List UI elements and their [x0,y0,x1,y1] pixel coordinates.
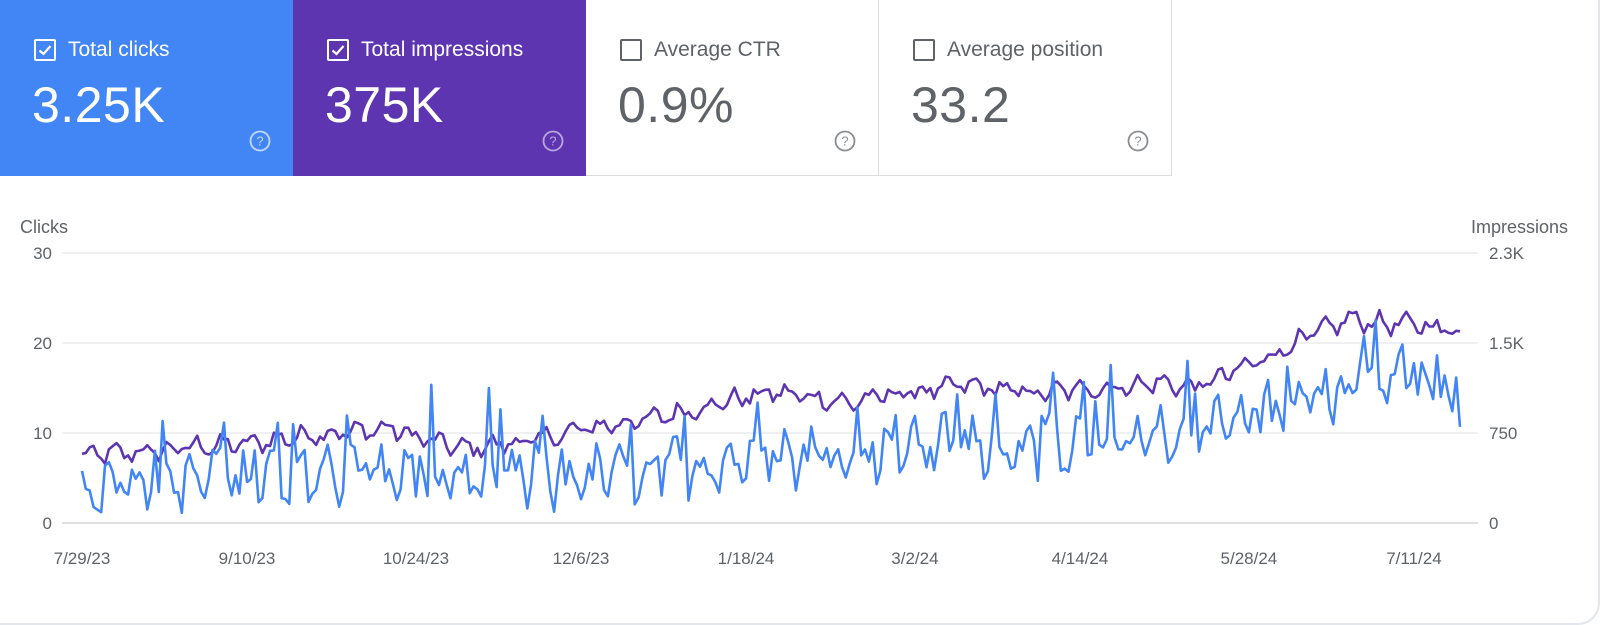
checkbox-checked-icon[interactable] [34,39,56,61]
svg-text:?: ? [1134,134,1141,149]
x-tick-label: 5/28/24 [1221,549,1278,568]
left-tick-label: 10 [33,424,52,443]
help-icon[interactable]: ? [249,130,271,152]
help-icon[interactable]: ? [1127,130,1149,152]
card-label: Total impressions [361,38,524,61]
card-label: Average CTR [654,38,781,61]
x-tick-label: 10/24/23 [383,549,449,568]
svg-text:?: ? [256,134,263,149]
performance-chart: Clicks Impressions 0 0 10 750 20 1.5K 30 2.3K 7… [0,176,1600,606]
left-axis-title: Clicks [20,217,68,237]
right-axis-title: Impressions [1471,217,1568,237]
help-icon[interactable]: ? [542,130,564,152]
line-chart: Clicks Impressions 0 0 10 750 20 1.5K 30 2.3K 7… [20,217,1568,568]
x-tick-label: 7/11/24 [1386,549,1441,568]
card-label: Total clicks [68,38,170,61]
average-ctr-card[interactable]: Average CTR 0.9% ? [586,0,879,176]
total-impressions-card[interactable]: Total impressions 375K ? [293,0,586,176]
checkbox-unchecked-icon[interactable] [913,39,935,61]
clicks-series-line [80,318,1462,515]
card-value: 3.25K [32,77,166,133]
svg-text:?: ? [549,134,556,149]
y-tick-labels: 0 0 10 750 20 1.5K 30 2.3K [33,244,1525,533]
checkbox-checked-icon[interactable] [327,39,349,61]
series-lines [80,308,1462,515]
card-value: 33.2 [911,77,1011,133]
left-tick-label: 20 [33,334,52,353]
right-tick-label: 1.5K [1489,334,1525,353]
card-label: Average position [947,38,1104,61]
help-icon[interactable]: ? [834,130,856,152]
svg-text:?: ? [841,134,848,149]
card-value: 375K [325,77,444,133]
left-tick-label: 30 [33,244,52,263]
x-tick-label: 7/29/23 [54,549,111,568]
x-tick-label: 3/2/24 [891,549,938,568]
metric-cards: Total clicks 3.25K ? Total impressions 3… [0,0,1172,176]
checkbox-unchecked-icon[interactable] [620,39,642,61]
left-tick-label: 0 [43,514,52,533]
x-tick-label: 1/18/24 [718,549,775,568]
total-clicks-card[interactable]: Total clicks 3.25K ? [0,0,293,176]
x-tick-labels: 7/29/23 9/10/23 10/24/23 12/6/23 1/18/24 3/2/… [54,549,1442,568]
x-tick-label: 4/14/24 [1052,549,1109,568]
x-tick-label: 9/10/23 [219,549,276,568]
impressions-series-line [81,308,1461,466]
average-position-card[interactable]: Average position 33.2 ? [879,0,1172,176]
right-tick-label: 2.3K [1489,244,1525,263]
right-tick-label: 0 [1489,514,1498,533]
card-value: 0.9% [618,77,734,133]
x-tick-label: 12/6/23 [553,549,610,568]
right-tick-label: 750 [1489,424,1517,443]
